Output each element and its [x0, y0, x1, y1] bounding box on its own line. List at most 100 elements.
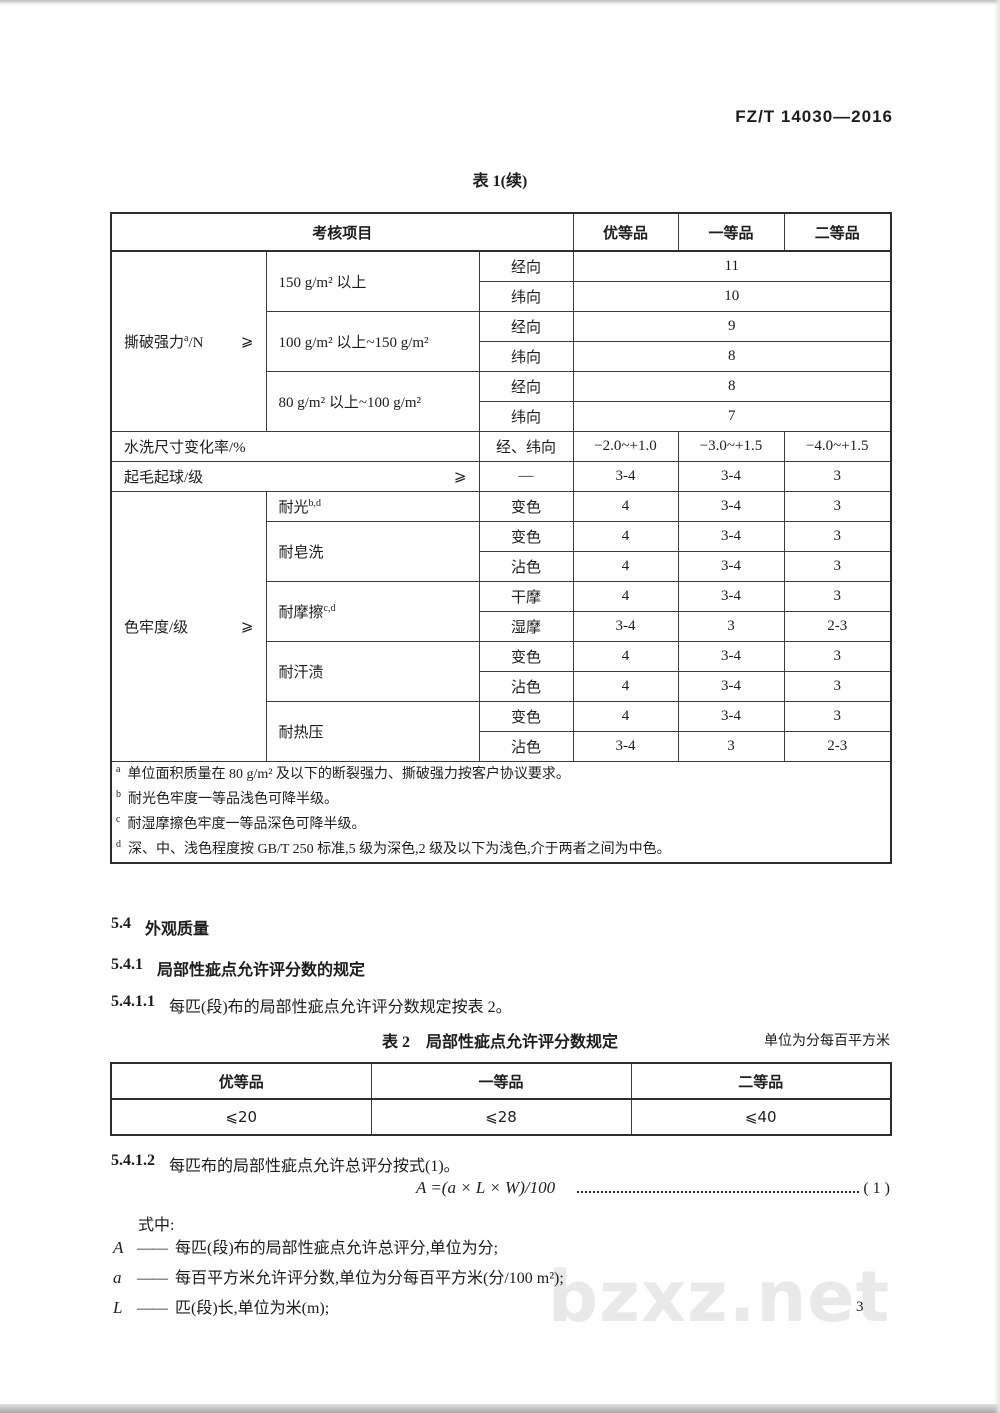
symbol-definition: A —— 每匹(段)布的局部性疵点允许总评分,单位为分; [113, 1238, 499, 1257]
header-cell-item: 考核项目 [110, 212, 574, 252]
table-row: 耐摩擦c,d 干摩 4 3-4 3 [111, 580, 892, 642]
where-label: 式中: [138, 1217, 175, 1234]
value-cell: 3 [677, 730, 785, 762]
value-cell: 3-4 [677, 490, 785, 522]
direction-cell: 经向 [478, 310, 574, 342]
table-row: 纬向 8 [111, 340, 892, 372]
table-row: 水洗尺寸变化率/% 经、纬向 −2.0~+1.0 −3.0~+1.5 −4.0~… [110, 430, 892, 462]
value-cell: 2-3 [783, 730, 892, 762]
table1: 考核项目 优等品 一等品 二等品 撕破强力a/N ⩾ 150 g/m² 以上 经… [110, 212, 892, 864]
header-cell-grade2: 一等品 [370, 1062, 632, 1100]
color-fastness-label-cell: 色牢度/级 ⩾ [110, 490, 267, 762]
value-cell: 3 [783, 580, 892, 612]
table-row: 湿摩 3-4 3 2-3 [111, 610, 892, 642]
equation-number: ( 1 ) [863, 1180, 890, 1197]
table1-caption: 表 1(续) [472, 173, 528, 190]
clause-5-4-1-1: 5.4.1.1 每匹(段)布的局部性疵点允许评分数规定按表 2。 [111, 993, 512, 1016]
value-cell: 4 [572, 520, 679, 552]
direction-cell: 纬向 [478, 340, 574, 372]
header-cell-grade3: 二等品 [630, 1062, 892, 1100]
value-cell: 3 [783, 550, 892, 582]
table2-header-row: 优等品 一等品 二等品 [110, 1062, 892, 1100]
value-cell: 10 [572, 280, 892, 312]
direction-cell: — [478, 460, 574, 492]
value-cell: −3.0~+1.5 [677, 430, 785, 462]
footnote-line: d 深、中、浅色程度按 GB/T 250 标准,5 级为深色,2 级及以下为浅色,… [116, 838, 671, 857]
footnote-line: c 耐湿摩擦色牢度一等品深色可降半级。 [116, 813, 366, 832]
value-cell: 7 [572, 400, 892, 432]
shrinkage-label-cell: 水洗尺寸变化率/% [110, 430, 480, 462]
value-cell: 3-4 [677, 580, 785, 612]
direction-cell: 纬向 [478, 280, 574, 312]
section-heading-5-4-1: 5.4.1 局部性疵点允许评分数的规定 [111, 956, 366, 979]
table1-footnotes-row: a 单位面积质量在 80 g/m² 及以下的断裂强力、撕破强力按客户协议要求。 b… [110, 760, 892, 863]
weight-range-cell: 100 g/m² 以上~150 g/m² [265, 310, 480, 372]
header-cell-grade1: 优等品 [572, 212, 679, 252]
value-cell: ⩽40 [630, 1098, 892, 1136]
direction-cell: 经向 [478, 250, 574, 282]
footnotes-cell: a 单位面积质量在 80 g/m² 及以下的断裂强力、撕破强力按客户协议要求。 b… [110, 760, 892, 863]
gte-symbol: ⩾ [240, 332, 254, 351]
value-cell: 3-4 [677, 700, 785, 732]
direction-cell: 变色 [478, 520, 574, 552]
value-cell: 3-4 [572, 460, 679, 492]
direction-cell: 纬向 [478, 400, 574, 432]
symbol-definitions: A —— 每匹(段)布的局部性疵点允许总评分,单位为分; a —— 每百平方米允… [113, 1234, 564, 1324]
value-cell: 11 [572, 250, 892, 282]
table-row: 80 g/m² 以上~100 g/m² 经向 8 [111, 370, 892, 432]
table-row: 撕破强力a/N ⩾ 150 g/m² 以上 经向 11 [110, 250, 892, 432]
value-cell: 3 [677, 610, 785, 642]
direction-cell: 变色 [478, 640, 574, 672]
table-row: ⩽20 ⩽28 ⩽40 [110, 1098, 892, 1136]
value-cell: ⩽20 [110, 1098, 372, 1136]
tear-strength-label: 撕破强力a/N [124, 332, 204, 351]
value-cell: 4 [572, 640, 679, 672]
pilling-label: 起毛起球/级 [124, 469, 204, 486]
dotted-leader [577, 1191, 860, 1193]
header-cell-grade3: 二等品 [783, 212, 892, 252]
fastness-type-cell: 耐热压 [265, 700, 480, 762]
value-cell: 3-4 [572, 610, 679, 642]
footnote-line: b 耐光色牢度一等品浅色可降半级。 [116, 788, 338, 807]
gte-symbol: ⩾ [453, 467, 467, 485]
value-cell: 3-4 [677, 520, 785, 552]
pilling-label-cell: 起毛起球/级 ⩾ [110, 460, 480, 492]
value-cell: 8 [572, 340, 892, 372]
table2-unit-note: 单位为分每百平方米 [764, 1034, 890, 1049]
color-fastness-label: 色牢度/级 [124, 619, 189, 636]
header-cell-grade1: 优等品 [110, 1062, 372, 1100]
value-cell: 2-3 [783, 610, 892, 642]
value-cell: 9 [572, 310, 892, 342]
fastness-type-cell: 耐光b,d [265, 490, 480, 522]
direction-cell: 沾色 [478, 730, 574, 762]
direction-cell: 沾色 [478, 550, 574, 582]
value-cell: ⩽28 [370, 1098, 632, 1136]
value-cell: 3 [783, 700, 892, 732]
value-cell: 3 [783, 460, 892, 492]
table-row: 沾色 4 3-4 3 [111, 670, 892, 702]
direction-cell: 沾色 [478, 670, 574, 702]
fastness-type-cell: 耐摩擦c,d [265, 580, 480, 642]
formula-row: A =(a × L × W)/100 ( 1 ) [110, 1178, 890, 1198]
value-cell: 3-4 [677, 550, 785, 582]
standard-number: FZ/T 14030—2016 [735, 107, 893, 126]
weight-range-cell: 150 g/m² 以上 [265, 250, 480, 312]
value-cell: 3-4 [677, 640, 785, 672]
value-cell: 3-4 [572, 730, 679, 762]
table-row: 纬向 7 [111, 400, 892, 432]
symbol-definition: a —— 每百平方米允许评分数,单位为分每百平方米(分/100 m²); [113, 1268, 564, 1287]
gte-symbol: ⩾ [240, 617, 254, 635]
value-cell: −2.0~+1.0 [572, 430, 679, 462]
value-cell: 8 [572, 370, 892, 402]
table-row: 耐汗渍 变色 4 3-4 3 [111, 640, 892, 702]
scan-edge-bottom [0, 1404, 1000, 1413]
value-cell: 3 [783, 670, 892, 702]
table-row: 色牢度/级 ⩾ 耐光b,d 变色 4 3-4 3 [110, 490, 892, 762]
direction-cell: 经、纬向 [478, 430, 574, 462]
table2: 优等品 一等品 二等品 ⩽20 ⩽28 ⩽40 [110, 1062, 892, 1136]
table-row: 起毛起球/级 ⩾ — 3-4 3-4 3 [110, 460, 892, 492]
value-cell: −4.0~+1.5 [783, 430, 892, 462]
scan-edge-right [994, 0, 1000, 1413]
page-number: 3 [856, 1299, 864, 1315]
